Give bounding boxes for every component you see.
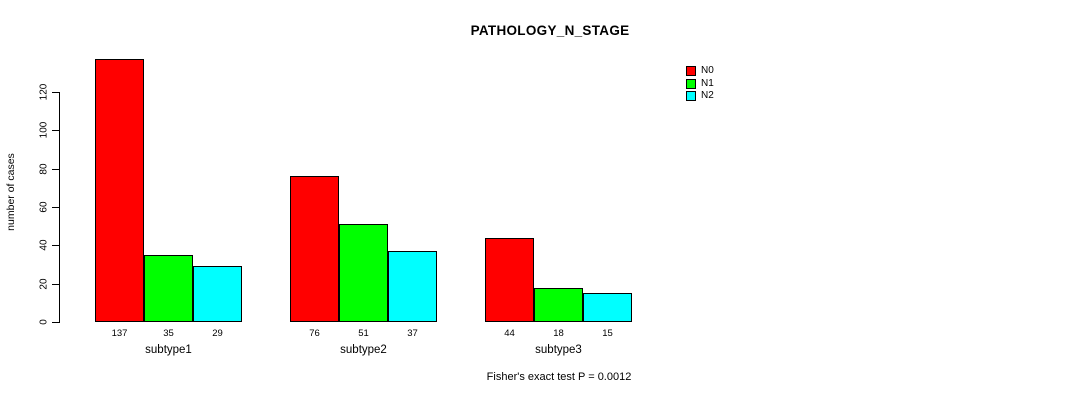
legend-swatch-n1: [686, 78, 696, 89]
y-tick-mark: [52, 283, 59, 285]
bar-n0-subtype2: [290, 176, 339, 322]
bar-n1-subtype2: [339, 224, 388, 322]
bar-value-label: 51: [358, 328, 369, 339]
bar-value-label: 29: [212, 328, 223, 339]
bar-value-label: 15: [602, 328, 613, 339]
y-tick-label: 40: [38, 239, 50, 251]
y-tick-label: 100: [38, 121, 50, 139]
y-tick-mark: [52, 322, 59, 323]
legend-label: N0: [701, 65, 714, 77]
y-tick-mark: [52, 130, 59, 132]
bar-n1-subtype3: [534, 287, 583, 322]
legend-item-n2: N2: [686, 90, 714, 103]
bar-value-label: 35: [163, 328, 174, 339]
legend-swatch-n0: [686, 66, 696, 77]
bar-n1-subtype1: [144, 254, 193, 322]
bar-n2-subtype3: [583, 293, 632, 322]
y-tick-mark: [52, 207, 59, 208]
y-axis-line: [59, 92, 60, 323]
category-label-subtype2: subtype2: [340, 344, 387, 356]
category-label-subtype1: subtype1: [145, 344, 192, 356]
bar-value-label: 18: [553, 328, 564, 339]
y-tick-mark: [52, 245, 59, 247]
y-tick-label: 20: [38, 278, 50, 290]
legend-swatch-n2: [686, 91, 696, 102]
y-axis-label: number of cases: [5, 153, 17, 231]
y-tick-label: 80: [38, 163, 50, 175]
legend-label: N2: [701, 90, 714, 102]
y-tick-mark: [52, 92, 59, 93]
bar-value-label: 44: [504, 328, 515, 339]
chart-title: PATHOLOGY_N_STAGE: [470, 23, 630, 38]
y-tick-label: 0: [38, 319, 50, 325]
legend-item-n1: N1: [686, 78, 714, 91]
category-label-subtype3: subtype3: [535, 344, 582, 356]
legend-item-n0: N0: [686, 65, 714, 78]
bar-n0-subtype1: [95, 59, 144, 322]
y-tick-mark: [52, 168, 59, 170]
y-tick-label: 60: [38, 201, 50, 213]
bar-n2-subtype2: [388, 251, 437, 322]
annotation-text: Fisher's exact test P = 0.0012: [486, 371, 632, 383]
bar-n2-subtype1: [193, 266, 242, 322]
bar-value-label: 137: [111, 328, 128, 339]
bar-value-label: 76: [309, 328, 320, 339]
legend: N0 N1 N2: [686, 65, 714, 103]
bar-value-label: 37: [407, 328, 418, 339]
legend-label: N1: [701, 77, 714, 89]
y-tick-label: 120: [38, 83, 50, 101]
bar-n0-subtype3: [485, 237, 534, 322]
